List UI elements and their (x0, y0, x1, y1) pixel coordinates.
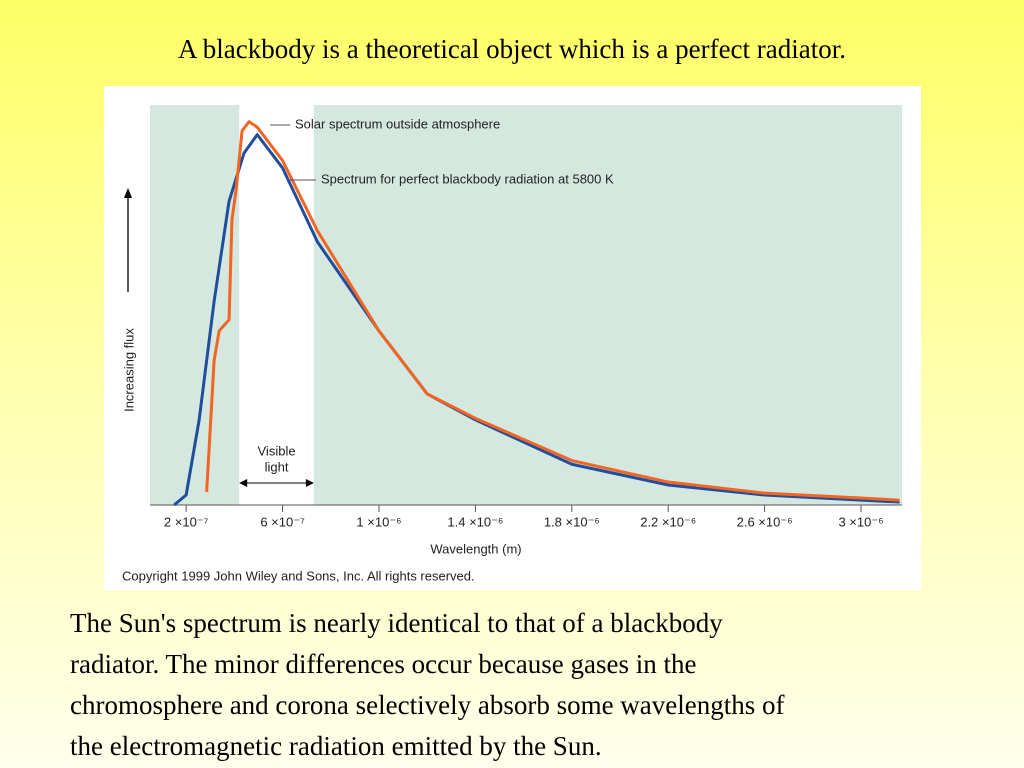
copyright: Copyright 1999 John Wiley and Sons, Inc.… (122, 568, 475, 583)
body-line: The Sun's spectrum is nearly identical t… (70, 608, 723, 638)
visible-arrowhead (239, 479, 248, 487)
x-tick-label: 1.4 ×10⁻⁶ (447, 514, 503, 529)
x-tick-label: 2.2 ×10⁻⁶ (640, 514, 696, 529)
series-line (173, 133, 900, 507)
chart: 2 ×10⁻⁷ 6 ×10⁻⁷ 1 ×10⁻⁶ 1.4 ×10⁻⁶ 1.8 ×10⁻⁶ 2… (121, 105, 902, 583)
x-tick-label: 2.6 ×10⁻⁶ (737, 514, 793, 529)
visible-arrowhead (305, 479, 314, 487)
x-tick-label: 2 ×10⁻⁷ (164, 514, 209, 529)
series-line (205, 120, 900, 502)
legend-label: Solar spectrum outside atmosphere (295, 116, 500, 131)
body-text: The Sun's spectrum is nearly identical t… (70, 603, 785, 767)
visible-label: light (265, 459, 289, 474)
body-line: chromosphere and corona selectively abso… (70, 690, 785, 720)
legend-label: Spectrum for perfect blackbody radiation… (321, 171, 614, 186)
x-tick-label: 1 ×10⁻⁶ (356, 514, 401, 529)
visible-band (239, 105, 314, 505)
x-axis-label: Wavelength (m) (430, 541, 521, 556)
y-axis-label: Increasing flux (121, 328, 136, 412)
body-line: radiator. The minor differences occur be… (70, 649, 697, 679)
x-tick-label: 3 ×10⁻⁶ (838, 514, 883, 529)
chart-image: 2 ×10⁻⁷ 6 ×10⁻⁷ 1 ×10⁻⁶ 1.4 ×10⁻⁶ 1.8 ×10⁻⁶ 2… (104, 86, 921, 590)
x-tick-label: 1.8 ×10⁻⁶ (544, 514, 600, 529)
visible-label: Visible (258, 443, 296, 458)
slide-title: A blackbody is a theoretical object whic… (178, 34, 846, 64)
x-tick-label: 6 ×10⁻⁷ (260, 514, 305, 529)
y-arrowhead (124, 188, 132, 198)
body-line: the electromagnetic radiation emitted by… (70, 731, 602, 761)
